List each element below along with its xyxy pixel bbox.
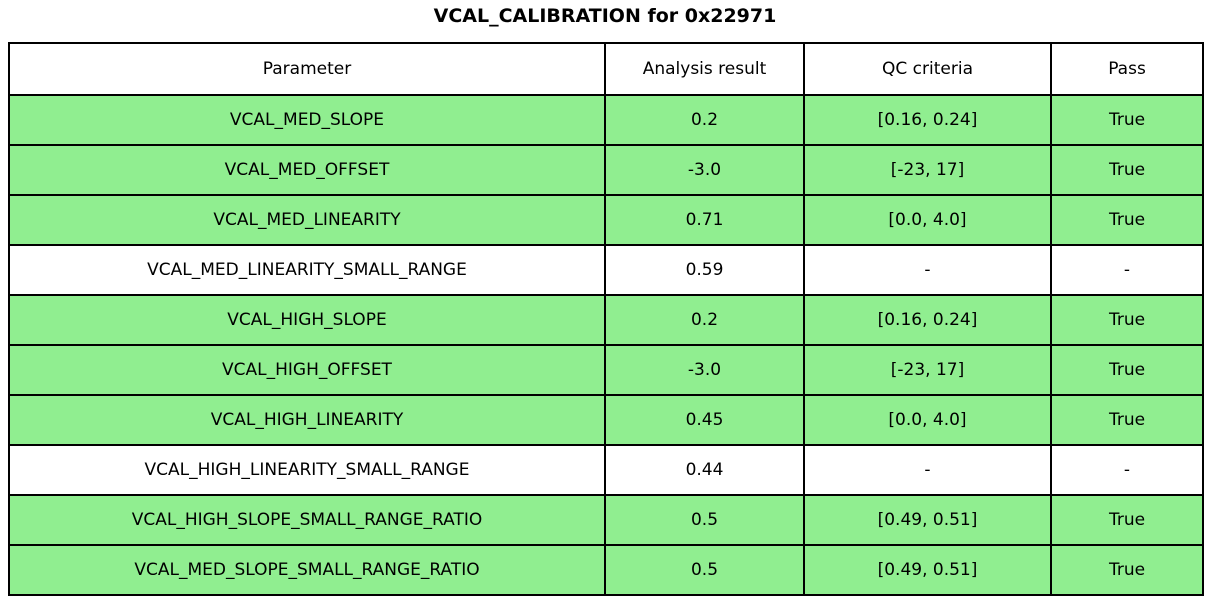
cell-pass: True xyxy=(1050,194,1204,246)
cell-qc-criteria: - xyxy=(803,444,1052,496)
cell-analysis-result: 0.71 xyxy=(604,194,805,246)
cell-qc-criteria: [0.49, 0.51] xyxy=(803,544,1052,596)
cell-qc-criteria: [0.16, 0.24] xyxy=(803,294,1052,346)
column-header-pass: Pass xyxy=(1050,42,1204,96)
cell-analysis-result: 0.5 xyxy=(604,494,805,546)
column-header-analysis-result: Analysis result xyxy=(604,42,805,96)
cell-qc-criteria: [-23, 17] xyxy=(803,144,1052,196)
cell-parameter: VCAL_HIGH_OFFSET xyxy=(8,344,606,396)
table-row: VCAL_MED_SLOPE_SMALL_RANGE_RATIO 0.5 [0.49… xyxy=(8,544,1204,596)
cell-analysis-result: 0.59 xyxy=(604,244,805,296)
cell-parameter: VCAL_HIGH_LINEARITY_SMALL_RANGE xyxy=(8,444,606,496)
cell-parameter: VCAL_MED_SLOPE_SMALL_RANGE_RATIO xyxy=(8,544,606,596)
cell-qc-criteria: [0.0, 4.0] xyxy=(803,194,1052,246)
cell-qc-criteria: [0.49, 0.51] xyxy=(803,494,1052,546)
cell-analysis-result: 0.45 xyxy=(604,394,805,446)
cell-pass: True xyxy=(1050,494,1204,546)
table-row: VCAL_HIGH_LINEARITY 0.45 [0.0, 4.0] True xyxy=(8,394,1204,446)
cell-pass: True xyxy=(1050,544,1204,596)
cell-qc-criteria: - xyxy=(803,244,1052,296)
cell-analysis-result: 0.2 xyxy=(604,94,805,146)
cell-pass: - xyxy=(1050,444,1204,496)
cell-parameter: VCAL_HIGH_LINEARITY xyxy=(8,394,606,446)
table-row: VCAL_MED_LINEARITY 0.71 [0.0, 4.0] True xyxy=(8,194,1204,246)
cell-parameter: VCAL_MED_LINEARITY xyxy=(8,194,606,246)
table-row: VCAL_HIGH_SLOPE_SMALL_RANGE_RATIO 0.5 [0.4… xyxy=(8,494,1204,546)
table-row: VCAL_HIGH_LINEARITY_SMALL_RANGE 0.44- - xyxy=(8,444,1204,496)
cell-parameter: VCAL_MED_OFFSET xyxy=(8,144,606,196)
cell-parameter: VCAL_HIGH_SLOPE xyxy=(8,294,606,346)
cell-pass: True xyxy=(1050,294,1204,346)
cell-analysis-result: 0.2 xyxy=(604,294,805,346)
cell-parameter: VCAL_MED_SLOPE xyxy=(8,94,606,146)
cell-parameter: VCAL_HIGH_SLOPE_SMALL_RANGE_RATIO xyxy=(8,494,606,546)
cell-analysis-result: -3.0 xyxy=(604,144,805,196)
table-row: VCAL_MED_SLOPE 0.2 [0.16, 0.24] True xyxy=(8,94,1204,146)
cell-analysis-result: -3.0 xyxy=(604,344,805,396)
column-header-parameter: Parameter xyxy=(8,42,606,96)
column-header-qc-criteria: QC criteria xyxy=(803,42,1052,96)
cell-parameter: VCAL_MED_LINEARITY_SMALL_RANGE xyxy=(8,244,606,296)
table-row: VCAL_MED_OFFSET -3.0 [-23, 17] True xyxy=(8,144,1204,196)
cell-pass: - xyxy=(1050,244,1204,296)
table-row: VCAL_HIGH_SLOPE 0.2 [0.16, 0.24] True xyxy=(8,294,1204,346)
cell-pass: True xyxy=(1050,344,1204,396)
table-header-row: Parameter Analysis result QC criteria Pa… xyxy=(8,42,1204,96)
cell-pass: True xyxy=(1050,394,1204,446)
cell-qc-criteria: [0.16, 0.24] xyxy=(803,94,1052,146)
cell-qc-criteria: [0.0, 4.0] xyxy=(803,394,1052,446)
figure-title: VCAL_CALIBRATION for 0x22971 xyxy=(433,5,777,27)
cell-analysis-result: 0.44 xyxy=(604,444,805,496)
cell-pass: True xyxy=(1050,144,1204,196)
table-row: VCAL_HIGH_OFFSET -3.0 [-23, 17] True xyxy=(8,344,1204,396)
cell-analysis-result: 0.5 xyxy=(604,544,805,596)
qc-results-table: Parameter Analysis result QC criteria Pa… xyxy=(8,42,1204,596)
cell-qc-criteria: [-23, 17] xyxy=(803,344,1052,396)
table-row: VCAL_MED_LINEARITY_SMALL_RANGE 0.59- - xyxy=(8,244,1204,296)
cell-pass: True xyxy=(1050,94,1204,146)
